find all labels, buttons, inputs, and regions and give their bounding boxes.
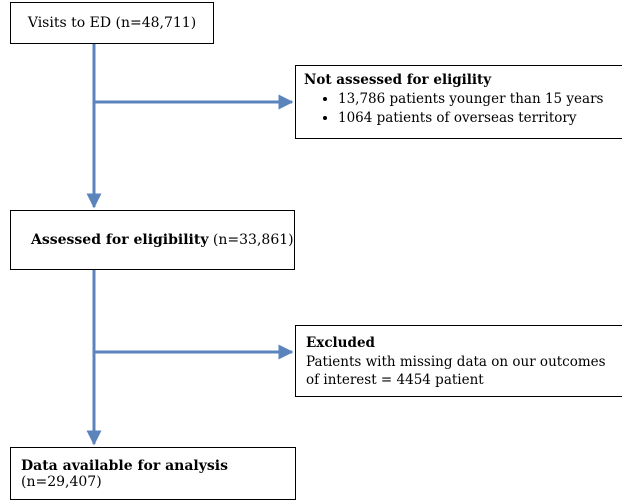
excluded-title: Excluded [306, 335, 375, 351]
final-count: (n=29,407) [21, 473, 102, 490]
final-label-bold: Data available for analysis [21, 457, 228, 474]
assessed-label-bold: Assessed for eligibility [31, 232, 209, 248]
assessed-label: Assessed for eligibility (n=33,861) [31, 232, 294, 248]
excluded-text: Patients with missing data on our outcom… [306, 354, 606, 388]
final-label: Data available for analysis (n=29,407) [21, 458, 295, 490]
not-assessed-box: Not assessed for eligility 13,786 patien… [295, 65, 622, 139]
not-assessed-item: 1064 patients of overseas territory [338, 109, 616, 128]
not-assessed-list: 13,786 patients younger than 15 years 10… [304, 90, 616, 128]
excluded-box: Excluded Patients with missing data on o… [295, 325, 622, 397]
assessed-box: Assessed for eligibility (n=33,861) [10, 210, 295, 270]
not-assessed-item: 13,786 patients younger than 15 years [338, 90, 616, 109]
visits-box: Visits to ED (n=48,711) [10, 2, 214, 44]
not-assessed-title: Not assessed for eligility [304, 72, 492, 88]
final-box: Data available for analysis (n=29,407) [10, 447, 296, 500]
assessed-count: (n=33,861) [208, 232, 294, 248]
visits-label: Visits to ED (n=48,711) [27, 15, 197, 31]
